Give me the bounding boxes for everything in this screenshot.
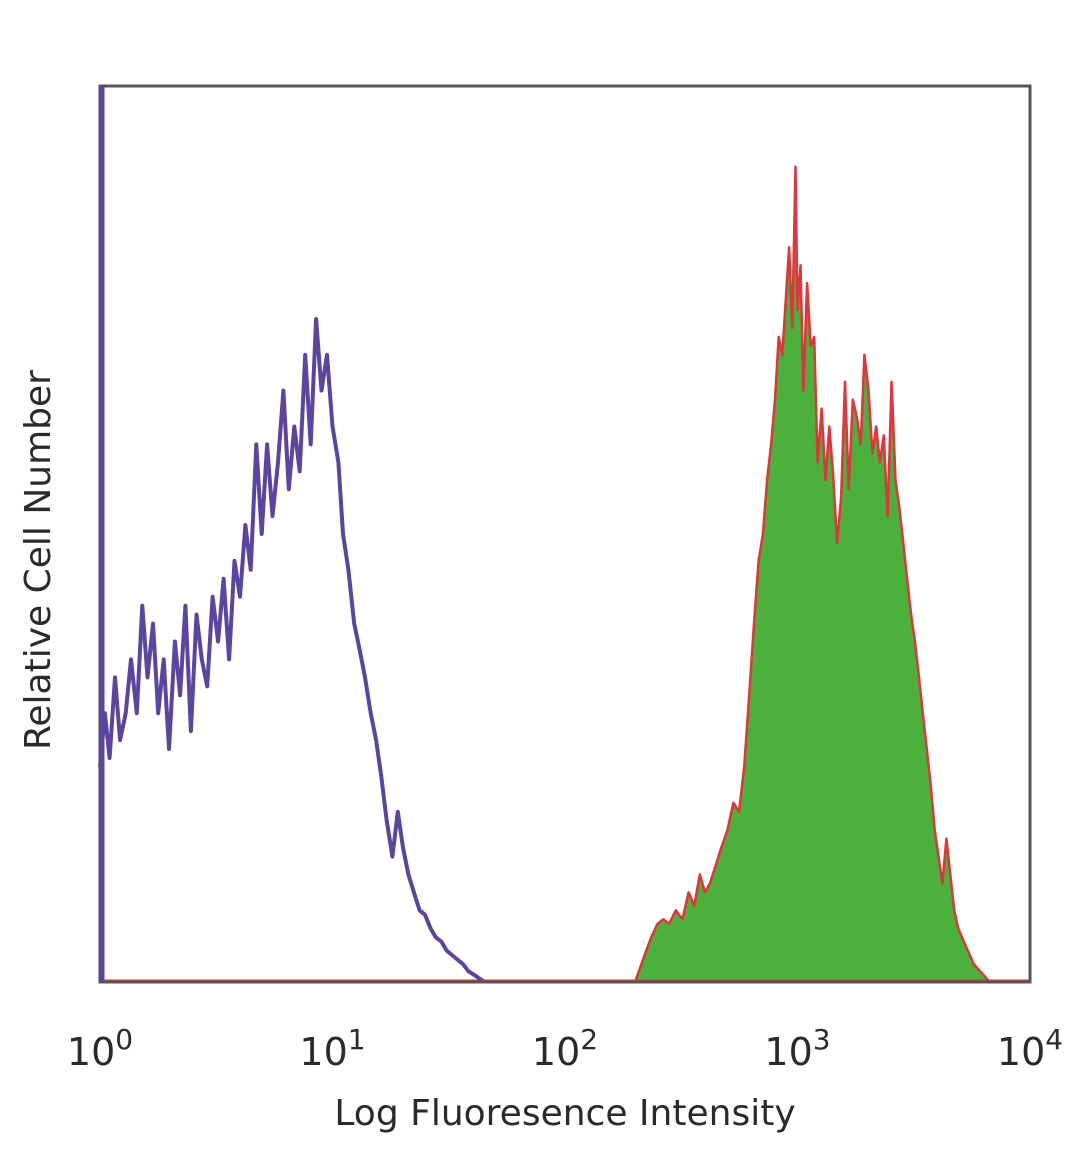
- x-tick-label-1: 101: [299, 1023, 365, 1074]
- data-series: [98, 165, 1030, 984]
- x-axis-ticks: 100 101 102 103 104: [67, 1023, 1063, 1074]
- x-tick-label-3: 103: [764, 1023, 830, 1074]
- series-1-fill: [635, 166, 994, 983]
- x-axis-label: Log Fluoresence Intensity: [334, 1093, 795, 1134]
- x-tick-label-0: 100: [67, 1023, 133, 1074]
- x-tick-label-2: 102: [532, 1023, 598, 1074]
- x-tick-label-4: 104: [997, 1023, 1063, 1074]
- series-1-outline: [633, 165, 994, 984]
- y-axis-label: Relative Cell Number: [18, 370, 59, 750]
- series-0-line: [98, 317, 486, 984]
